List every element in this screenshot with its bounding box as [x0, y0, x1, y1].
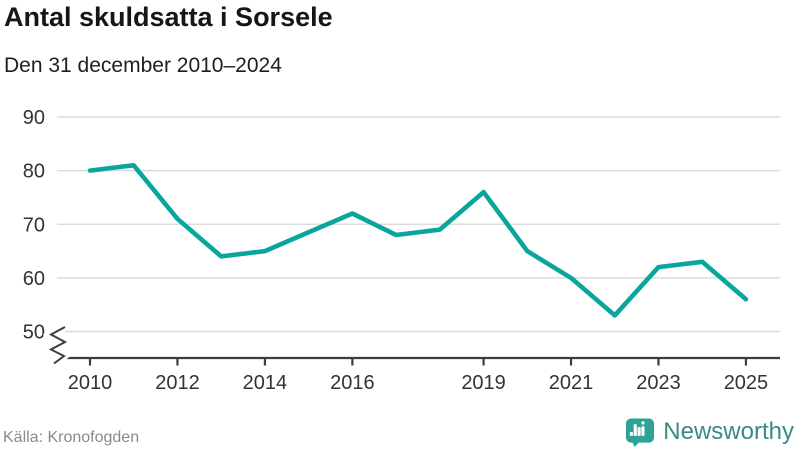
- y-axis-tick-label: 70: [23, 214, 45, 236]
- chart-subtitle: Den 31 december 2010–2024: [4, 54, 282, 77]
- x-axis-tick-label: 2012: [155, 372, 200, 394]
- y-axis-tick-label: 90: [23, 107, 45, 129]
- x-axis-tick-label: 2019: [461, 372, 506, 394]
- y-axis-tick-label: 60: [23, 268, 45, 290]
- newsworthy-logo-link[interactable]: Newsworthy: [624, 416, 794, 448]
- bar-chart-speech-bubble-icon: [626, 418, 655, 448]
- y-axis-tick-label: 50: [23, 322, 45, 344]
- x-axis-tick-label: 2016: [330, 372, 375, 394]
- axis-break-icon: [48, 326, 68, 365]
- x-axis-tick-label: 2025: [724, 372, 769, 394]
- y-axis-tick-label: 80: [23, 161, 45, 183]
- source-note: Källa: Kronofogden: [3, 429, 140, 446]
- page-title: Antal skuldsatta i Sorsele: [4, 2, 333, 32]
- x-axis-tick-label: 2010: [68, 372, 113, 394]
- x-axis-tick-label: 2023: [636, 372, 681, 394]
- newsworthy-wordmark: Newsworthy: [663, 418, 794, 445]
- x-axis-tick-label: 2021: [549, 372, 594, 394]
- x-axis-tick-label: 2014: [243, 372, 288, 394]
- data-line-antal-skuldsatta: [87, 163, 749, 318]
